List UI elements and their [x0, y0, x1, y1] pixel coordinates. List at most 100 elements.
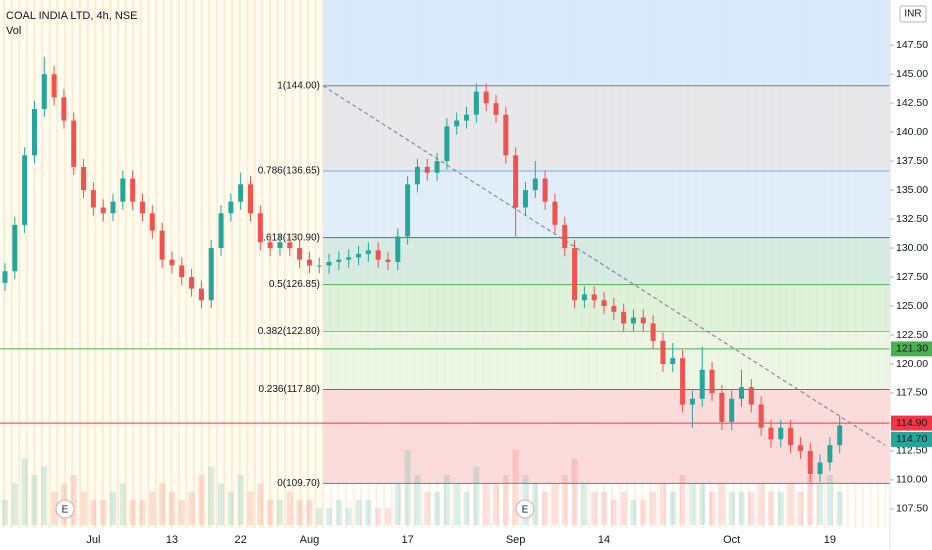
volume-bar — [159, 483, 166, 525]
x-tick-label: 19 — [824, 534, 836, 546]
volume-bar — [168, 491, 175, 525]
candle-body — [238, 184, 244, 202]
y-tick-label: 135.00 — [896, 184, 928, 196]
volume-bar — [561, 475, 568, 525]
volume-bar — [375, 508, 382, 525]
candle-body — [699, 369, 705, 399]
y-tick-label: 127.50 — [896, 271, 928, 283]
candle-body — [179, 265, 185, 278]
candle-body — [670, 358, 676, 364]
candle-body — [454, 120, 460, 127]
candle-body — [522, 190, 528, 208]
volume-bar — [434, 491, 441, 525]
price-tag — [891, 341, 932, 357]
candle-body — [709, 369, 715, 393]
time-axis — [0, 528, 890, 550]
stripes — [3, 0, 890, 528]
y-tick-label: 117.50 — [896, 387, 927, 399]
volume-bar — [394, 483, 401, 525]
left-shade — [0, 0, 323, 528]
y-tick-label: 110.00 — [896, 474, 927, 486]
volume-bar — [777, 491, 784, 525]
candle-body — [788, 427, 794, 446]
candle-body — [758, 404, 764, 428]
candle-body — [424, 166, 430, 173]
volume-bar — [178, 500, 185, 525]
volume-bar — [247, 491, 254, 525]
candle-body — [149, 213, 155, 231]
candle-body — [778, 427, 784, 440]
y-tick-label: 130.00 — [896, 242, 928, 254]
volume-bar — [591, 491, 598, 525]
volume-bar — [41, 466, 48, 525]
candle-body — [130, 178, 136, 202]
fib-label: 0.5(126.85) — [269, 279, 320, 290]
candle-body — [748, 387, 754, 405]
volume-bar — [110, 491, 117, 525]
volume-bar — [826, 475, 833, 525]
event-label: E — [522, 505, 529, 516]
candle-body — [306, 259, 312, 266]
volume-bar — [836, 491, 843, 525]
candle-body — [768, 427, 774, 440]
y-tick-label: 120.00 — [896, 358, 928, 370]
candle-body — [110, 201, 116, 214]
candle-body — [385, 259, 391, 262]
volume-bar — [424, 491, 431, 525]
candle-body — [336, 259, 342, 262]
chart-subtitle: Vol — [6, 25, 21, 37]
y-tick-label: 147.50 — [896, 39, 928, 51]
candle-body — [513, 155, 519, 208]
y-tick-label: 122.50 — [896, 329, 928, 341]
plot: 1(144.00) 0.786(136.65) 0.618(130.90) 0.5(1… — [0, 56, 890, 525]
volume-bar — [237, 475, 244, 525]
volume-bar — [601, 491, 608, 525]
y-tick-label: 140.00 — [896, 126, 928, 138]
price-tag — [891, 415, 932, 431]
volume-bar — [355, 500, 362, 525]
price-axis — [890, 0, 932, 550]
volume-bar — [807, 475, 814, 525]
fib-zone — [323, 237, 890, 285]
volume-bar — [453, 483, 460, 525]
candle-body — [297, 248, 303, 260]
candle-body — [572, 248, 578, 301]
candle-body — [12, 224, 18, 272]
price-tag-label: 121.30 — [896, 343, 928, 355]
event-marker — [515, 499, 535, 519]
candle-body — [807, 450, 813, 475]
volume-bar — [463, 491, 470, 525]
volume-bar — [365, 500, 372, 525]
candle-body — [316, 265, 322, 267]
candle-body — [169, 259, 175, 266]
volume-bar — [296, 500, 303, 525]
volume-bar — [149, 491, 156, 525]
volume-bar — [218, 483, 225, 525]
currency-box — [899, 5, 927, 23]
volume-bar — [620, 491, 627, 525]
volume-bar — [512, 450, 519, 525]
volume-bar — [227, 491, 234, 525]
y-tick-label: 137.50 — [896, 155, 928, 167]
candle-body — [198, 288, 204, 301]
fib-zone — [323, 389, 890, 484]
price-tag — [891, 431, 932, 447]
volume-bar — [100, 500, 107, 525]
candle-body — [395, 236, 401, 262]
volume-bar — [414, 475, 421, 525]
candle-body — [650, 323, 656, 341]
candle-body — [159, 230, 165, 260]
y-tick-label: 112.50 — [896, 445, 927, 457]
volume-bar — [51, 491, 58, 525]
volume-bar — [257, 483, 264, 525]
volume-bar — [384, 508, 391, 525]
candle-body — [630, 317, 636, 324]
candle-body — [680, 358, 686, 405]
fib-label: 0.236(117.80) — [258, 384, 320, 395]
price-tag-label: 114.90 — [896, 417, 927, 429]
volume-bar — [306, 500, 313, 525]
candle-body — [81, 166, 87, 191]
volume-bar — [630, 500, 637, 525]
chart-title: COAL INDIA LTD, 4h, NSE — [6, 10, 137, 22]
candle-body — [51, 74, 57, 98]
